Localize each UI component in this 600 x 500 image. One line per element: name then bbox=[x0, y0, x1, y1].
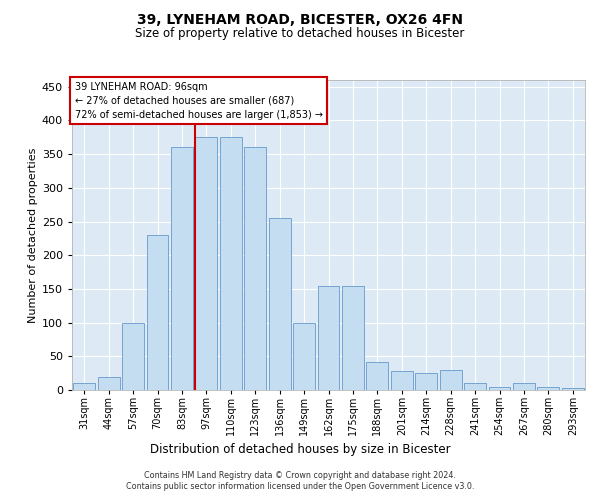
Bar bbox=[146, 235, 169, 390]
Bar bbox=[488, 386, 511, 390]
Bar bbox=[269, 218, 290, 390]
Bar bbox=[562, 388, 584, 390]
Y-axis label: Number of detached properties: Number of detached properties bbox=[28, 148, 38, 322]
Bar bbox=[122, 322, 144, 390]
Bar bbox=[196, 138, 217, 390]
Bar bbox=[220, 138, 242, 390]
Text: Size of property relative to detached houses in Bicester: Size of property relative to detached ho… bbox=[136, 28, 464, 40]
Bar bbox=[538, 386, 559, 390]
Bar bbox=[293, 322, 315, 390]
Bar bbox=[342, 286, 364, 390]
Bar bbox=[464, 384, 486, 390]
Bar bbox=[415, 373, 437, 390]
Text: Contains HM Land Registry data © Crown copyright and database right 2024.: Contains HM Land Registry data © Crown c… bbox=[144, 471, 456, 480]
Bar bbox=[73, 384, 95, 390]
Text: Distribution of detached houses by size in Bicester: Distribution of detached houses by size … bbox=[149, 442, 451, 456]
Text: 39, LYNEHAM ROAD, BICESTER, OX26 4FN: 39, LYNEHAM ROAD, BICESTER, OX26 4FN bbox=[137, 12, 463, 26]
Bar bbox=[98, 376, 119, 390]
Bar bbox=[440, 370, 461, 390]
Bar bbox=[244, 148, 266, 390]
Bar bbox=[391, 371, 413, 390]
Bar bbox=[171, 148, 193, 390]
Bar bbox=[367, 362, 388, 390]
Bar bbox=[513, 384, 535, 390]
Text: 39 LYNEHAM ROAD: 96sqm
← 27% of detached houses are smaller (687)
72% of semi-de: 39 LYNEHAM ROAD: 96sqm ← 27% of detached… bbox=[74, 82, 323, 120]
Bar bbox=[317, 286, 340, 390]
Text: Contains public sector information licensed under the Open Government Licence v3: Contains public sector information licen… bbox=[126, 482, 474, 491]
